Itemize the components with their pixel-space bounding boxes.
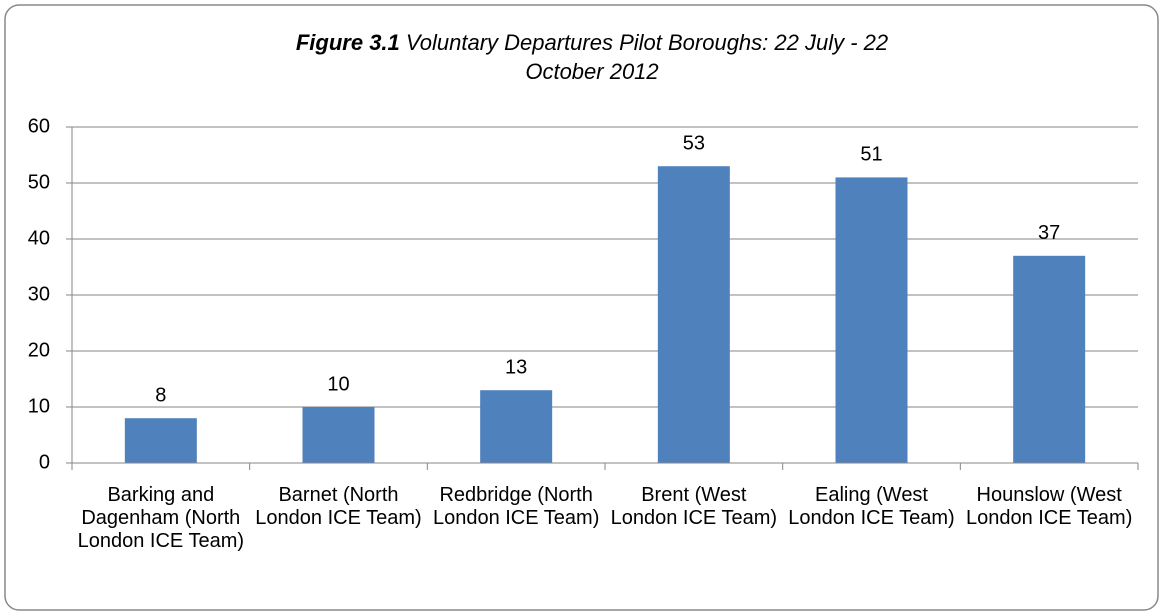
data-label: 13 — [505, 356, 527, 378]
title-text: Voluntary Departures Pilot Boroughs: 22 … — [405, 30, 889, 84]
y-tick-label: 60 — [28, 115, 50, 137]
data-label: 10 — [327, 373, 349, 395]
x-tick-label: Barnet (North London ICE Team) — [255, 484, 422, 529]
y-tick-label: 20 — [28, 339, 50, 361]
y-tick-label: 0 — [39, 451, 50, 473]
data-label: 8 — [155, 384, 166, 406]
y-tick-label: 50 — [28, 171, 50, 193]
figure-label: Figure 3.1 — [295, 30, 400, 55]
y-tick-label: 10 — [28, 395, 50, 417]
x-tick-label: Hounslow (West London ICE Team) — [965, 484, 1133, 529]
data-label: 53 — [683, 132, 705, 154]
chart-title: Figure 3.1 Voluntary Departures Pilot Bo… — [262, 28, 922, 86]
x-tick-label: Brent (West London ICE Team) — [610, 484, 778, 529]
bar — [657, 166, 730, 463]
y-tick-label: 40 — [28, 227, 50, 249]
data-label: 51 — [860, 144, 882, 166]
data-label: 37 — [1038, 222, 1060, 244]
bar — [1013, 255, 1086, 463]
bar — [124, 418, 197, 463]
x-tick-label: Barking and Dagenham (North London ICE T… — [77, 484, 245, 552]
y-tick-label: 30 — [28, 283, 50, 305]
bar — [480, 390, 553, 463]
x-tick-label: Redbridge (North London ICE Team) — [432, 484, 600, 529]
bar — [835, 177, 908, 463]
bar — [302, 407, 375, 463]
x-tick-label: Ealing (West London ICE Team) — [788, 484, 955, 529]
